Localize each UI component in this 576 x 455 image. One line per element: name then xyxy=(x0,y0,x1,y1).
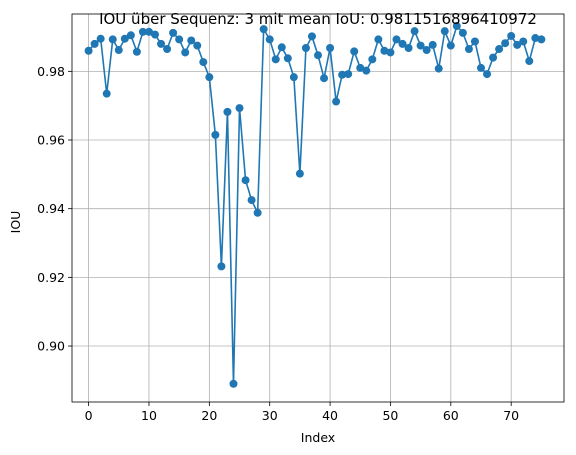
data-point xyxy=(374,35,383,44)
data-point xyxy=(301,43,310,52)
data-point xyxy=(344,70,353,79)
x-tick-label: 20 xyxy=(201,408,217,423)
data-point xyxy=(495,45,504,54)
data-point xyxy=(289,73,298,82)
data-point xyxy=(422,46,431,55)
data-point xyxy=(187,36,196,45)
data-point xyxy=(235,104,244,113)
data-point xyxy=(211,130,220,139)
x-tick-label: 50 xyxy=(382,408,398,423)
chart-title: IOU über Sequenz: 3 mit mean IoU: 0.9811… xyxy=(99,10,537,28)
data-point xyxy=(223,107,232,116)
data-point xyxy=(283,54,292,63)
data-point xyxy=(247,196,256,205)
data-point xyxy=(452,22,461,31)
data-point xyxy=(193,41,202,50)
data-point xyxy=(144,27,153,36)
data-point xyxy=(410,27,419,36)
data-point xyxy=(368,55,377,64)
data-point xyxy=(470,37,479,46)
data-point xyxy=(271,55,280,64)
data-point xyxy=(338,70,347,79)
data-point xyxy=(416,41,425,50)
data-point xyxy=(392,35,401,44)
data-point xyxy=(380,46,389,55)
data-point xyxy=(531,34,540,43)
x-tick-label: 40 xyxy=(322,408,338,423)
data-point xyxy=(446,41,455,50)
data-point xyxy=(157,39,166,48)
data-point xyxy=(525,57,534,66)
data-point xyxy=(537,35,546,44)
data-point xyxy=(314,51,322,60)
data-point xyxy=(332,97,341,106)
data-point xyxy=(120,34,129,43)
x-tick-label: 0 xyxy=(85,408,93,423)
data-point xyxy=(277,43,286,52)
data-point xyxy=(108,35,117,44)
data-point xyxy=(404,43,413,52)
data-point xyxy=(199,58,208,67)
data-point xyxy=(102,89,111,98)
data-point xyxy=(428,40,437,49)
data-point xyxy=(229,379,238,388)
data-point xyxy=(519,37,528,46)
data-point xyxy=(169,28,178,37)
data-point xyxy=(350,47,359,56)
data-point xyxy=(513,40,522,49)
y-tick-label: 0.98 xyxy=(37,64,65,79)
data-point xyxy=(356,63,365,72)
data-point xyxy=(398,39,407,48)
data-point xyxy=(96,34,105,43)
data-point xyxy=(507,31,516,40)
x-tick-label: 70 xyxy=(503,408,519,423)
data-point xyxy=(126,31,135,40)
data-point xyxy=(175,35,184,44)
data-point xyxy=(241,176,250,185)
data-point xyxy=(205,73,214,82)
data-point xyxy=(151,30,160,39)
x-axis-ticks: 0 10 20 30 40 50 60 70 xyxy=(85,402,519,423)
data-point xyxy=(483,70,492,79)
data-point xyxy=(217,262,226,271)
data-point xyxy=(434,64,443,73)
data-point xyxy=(259,25,268,34)
x-axis-label: Index xyxy=(301,430,335,445)
series-line xyxy=(87,25,542,385)
y-tick-label: 0.92 xyxy=(37,270,65,285)
data-point xyxy=(138,27,147,36)
data-point xyxy=(458,28,467,37)
data-point xyxy=(295,169,304,178)
data-point xyxy=(464,45,473,54)
x-tick-label: 30 xyxy=(262,408,278,423)
data-point xyxy=(163,45,172,54)
y-axis-ticks: 0.90 0.92 0.94 0.96 0.98 xyxy=(37,64,72,354)
data-point xyxy=(84,46,93,55)
data-point xyxy=(253,208,262,217)
x-tick-label: 60 xyxy=(443,408,459,423)
data-point xyxy=(265,35,274,44)
y-tick-label: 0.96 xyxy=(37,133,65,148)
data-point xyxy=(90,39,99,48)
x-tick-label: 10 xyxy=(141,408,157,423)
data-point xyxy=(501,39,510,48)
data-point xyxy=(386,48,395,57)
y-tick-label: 0.90 xyxy=(37,339,65,354)
data-point xyxy=(181,48,190,57)
y-axis-label: IOU xyxy=(8,211,23,234)
data-point xyxy=(307,32,316,41)
y-tick-label: 0.94 xyxy=(37,201,65,216)
data-point xyxy=(489,53,498,62)
data-point xyxy=(326,43,335,52)
data-point xyxy=(476,63,485,72)
data-point xyxy=(440,27,449,36)
series-layer xyxy=(84,22,546,388)
data-point xyxy=(362,66,371,75)
data-point xyxy=(132,47,141,56)
plot-frame xyxy=(71,13,565,403)
data-point xyxy=(114,46,123,55)
data-point xyxy=(320,74,329,83)
